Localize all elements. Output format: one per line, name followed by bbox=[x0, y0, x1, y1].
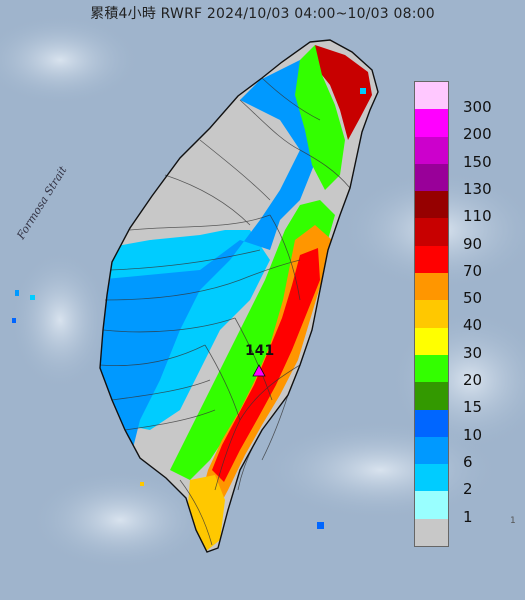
legend-label: 130 bbox=[463, 179, 492, 198]
legend-label: 90 bbox=[463, 234, 483, 253]
coastline bbox=[99, 39, 379, 553]
legend-label: 40 bbox=[463, 316, 483, 335]
legend-swatch bbox=[415, 464, 448, 492]
legend-swatch bbox=[415, 109, 448, 137]
legend-swatch bbox=[415, 273, 448, 301]
legend-swatch bbox=[415, 82, 448, 110]
map-title: 累積4小時 RWRF 2024/10/03 04:00~10/03 08:00 bbox=[90, 6, 435, 22]
legend-swatch bbox=[415, 518, 448, 547]
legend-swatch bbox=[415, 491, 448, 519]
legend-label: 10 bbox=[463, 425, 483, 444]
legend-label: 150 bbox=[463, 152, 492, 171]
legend-label: 30 bbox=[463, 343, 483, 362]
cloud-patch bbox=[10, 250, 110, 390]
cloud-patch bbox=[30, 470, 210, 570]
legend-label: 300 bbox=[463, 98, 492, 116]
rain-none-region bbox=[130, 100, 270, 240]
district-boundaries bbox=[99, 77, 351, 546]
legend-label: 200 bbox=[463, 125, 492, 144]
rain-blue-region bbox=[100, 60, 330, 460]
offshore-rain-patch bbox=[30, 295, 35, 300]
legend-swatch bbox=[415, 218, 448, 246]
legend-label: 20 bbox=[463, 371, 483, 389]
legend-swatch bbox=[415, 409, 448, 437]
legend-swatch bbox=[415, 245, 448, 274]
legend-swatch bbox=[415, 136, 448, 164]
legend-swatch bbox=[415, 354, 448, 383]
offshore-rain-patch bbox=[317, 522, 324, 529]
legend-swatch bbox=[415, 191, 448, 219]
legend-label: 15 bbox=[463, 398, 483, 417]
legend-label: 2 bbox=[463, 480, 473, 499]
corner-note: 1 bbox=[510, 516, 516, 526]
legend-label: 6 bbox=[463, 452, 473, 471]
max-value-label: 141 bbox=[245, 343, 275, 359]
legend-label: 1 bbox=[463, 507, 473, 526]
legend-swatch bbox=[415, 436, 448, 465]
offshore-rain-patch bbox=[15, 290, 19, 296]
legend-swatch bbox=[415, 163, 448, 192]
legend-swatch bbox=[415, 382, 448, 410]
legend-label: 70 bbox=[463, 261, 483, 280]
legend-swatch bbox=[415, 300, 448, 328]
triangle-icon bbox=[252, 364, 266, 377]
offshore-rain-patch bbox=[360, 88, 366, 94]
legend-label: 110 bbox=[463, 207, 492, 226]
offshore-rain-patch bbox=[140, 482, 144, 486]
rain-northeast-region bbox=[315, 45, 372, 140]
rain-red-region bbox=[212, 248, 320, 482]
cloud-patch bbox=[0, 15, 140, 105]
legend-label: 50 bbox=[463, 289, 483, 308]
offshore-rain-patch bbox=[12, 318, 16, 323]
legend-colorbar bbox=[414, 81, 449, 548]
legend-swatch bbox=[415, 327, 448, 355]
rain-northeast-green-region bbox=[295, 45, 345, 190]
